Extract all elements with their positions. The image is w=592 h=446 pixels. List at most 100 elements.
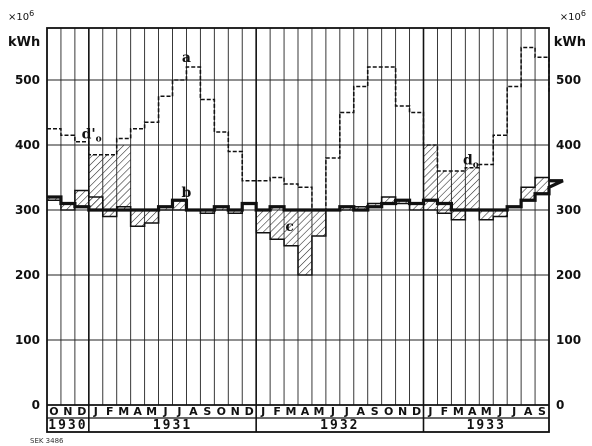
hatched-area (172, 200, 187, 210)
month-label: M (481, 405, 492, 418)
series-b-line (47, 179, 564, 212)
month-label: N (63, 405, 72, 418)
month-label: J (497, 405, 502, 418)
y-tick-label-left: 500 (15, 73, 40, 87)
hatched-area (395, 200, 410, 204)
month-label: A (301, 405, 310, 418)
hatched-area (521, 187, 536, 201)
hatched-area-d (423, 145, 438, 201)
hatched-area (451, 210, 466, 220)
month-label: J (427, 405, 432, 418)
hatched-area (130, 210, 145, 227)
month-label: S (371, 405, 379, 418)
year-label: 1933 (467, 418, 506, 433)
month-label: S (203, 405, 211, 418)
hatched-area (298, 210, 312, 275)
month-label: J (162, 405, 167, 418)
month-label: J (176, 405, 181, 418)
hatched-area (535, 177, 549, 194)
hatched-area-d (451, 171, 466, 210)
month-label: N (398, 405, 407, 418)
y-tick-label-left: 300 (15, 203, 40, 217)
hatched-area (479, 210, 494, 220)
month-label: A (189, 405, 198, 418)
annotation-d-prime: d'o (82, 127, 102, 145)
month-label: J (330, 405, 335, 418)
month-label: J (344, 405, 349, 418)
month-label: J (511, 405, 516, 418)
hatched-area (74, 190, 89, 207)
y-tick-label-right: 400 (556, 138, 581, 152)
month-label: M (118, 405, 129, 418)
annotation-b: b (182, 185, 192, 201)
month-label: D (77, 405, 86, 418)
hatched-area (493, 210, 508, 217)
month-label: J (93, 405, 98, 418)
hatched-area (256, 210, 271, 233)
hatched-area-d (437, 171, 452, 204)
hatched-area (409, 203, 424, 210)
month-label: F (273, 405, 281, 418)
month-label: N (231, 405, 240, 418)
annotation-c: c (285, 219, 294, 235)
plot-frame (46, 27, 550, 433)
month-label: M (286, 405, 297, 418)
hatched-area (270, 206, 285, 240)
signature-mark: SEK 3486 (30, 437, 64, 445)
hatched-area-layer (47, 145, 549, 275)
month-label: S (538, 405, 546, 418)
annotation-d: do (463, 153, 479, 171)
hatched-area (228, 210, 243, 214)
hatched-area (47, 197, 61, 201)
month-label: F (106, 405, 114, 418)
month-label: A (356, 405, 365, 418)
hatched-area (284, 210, 298, 246)
hatched-area-d (102, 154, 117, 210)
y-tick-label-right: 300 (556, 203, 581, 217)
month-label: J (260, 405, 265, 418)
hatched-area (102, 210, 117, 217)
series-layer (47, 46, 564, 276)
hatched-area (339, 206, 354, 210)
month-label: A (468, 405, 477, 418)
month-label: M (146, 405, 157, 418)
hatched-area (367, 203, 382, 207)
month-label: O (217, 405, 226, 418)
y-tick-label-left: 200 (15, 268, 40, 282)
month-label: A (524, 405, 533, 418)
y-tick-label-left: 100 (15, 333, 40, 347)
y-tick-label-right: 0 (556, 398, 564, 412)
month-label: O (384, 405, 393, 418)
hatched-area (60, 203, 75, 210)
hatched-area (353, 206, 368, 210)
hatched-area-d (88, 154, 103, 210)
annotation-a: a (182, 50, 191, 66)
series-c-line (47, 176, 550, 276)
month-label: D (412, 405, 421, 418)
series-a-line (47, 46, 550, 211)
hatched-area (158, 206, 173, 210)
hatched-area (214, 206, 229, 210)
hatched-area (311, 210, 326, 236)
hatched-area-d (116, 145, 131, 210)
hatched-area (144, 210, 159, 223)
month-label: M (453, 405, 464, 418)
y-unit-right: kWh (554, 35, 586, 50)
month-label: A (133, 405, 142, 418)
y-tick-label-right: 500 (556, 73, 581, 87)
y-unit-right-multiplier: ×106 (560, 9, 586, 23)
month-label: M (313, 405, 324, 418)
year-label: 1931 (153, 418, 192, 433)
y-tick-label-right: 200 (556, 268, 581, 282)
axis-layer (46, 27, 550, 433)
hatched-area (437, 203, 452, 214)
y-tick-label-left: 0 (32, 398, 40, 412)
year-label: 1930 (48, 418, 87, 433)
y-unit-left-multiplier: ×106 (8, 9, 34, 23)
hatched-area (423, 200, 438, 210)
month-label: O (49, 405, 58, 418)
hatched-area (200, 210, 215, 214)
y-unit-left: kWh (8, 35, 40, 50)
